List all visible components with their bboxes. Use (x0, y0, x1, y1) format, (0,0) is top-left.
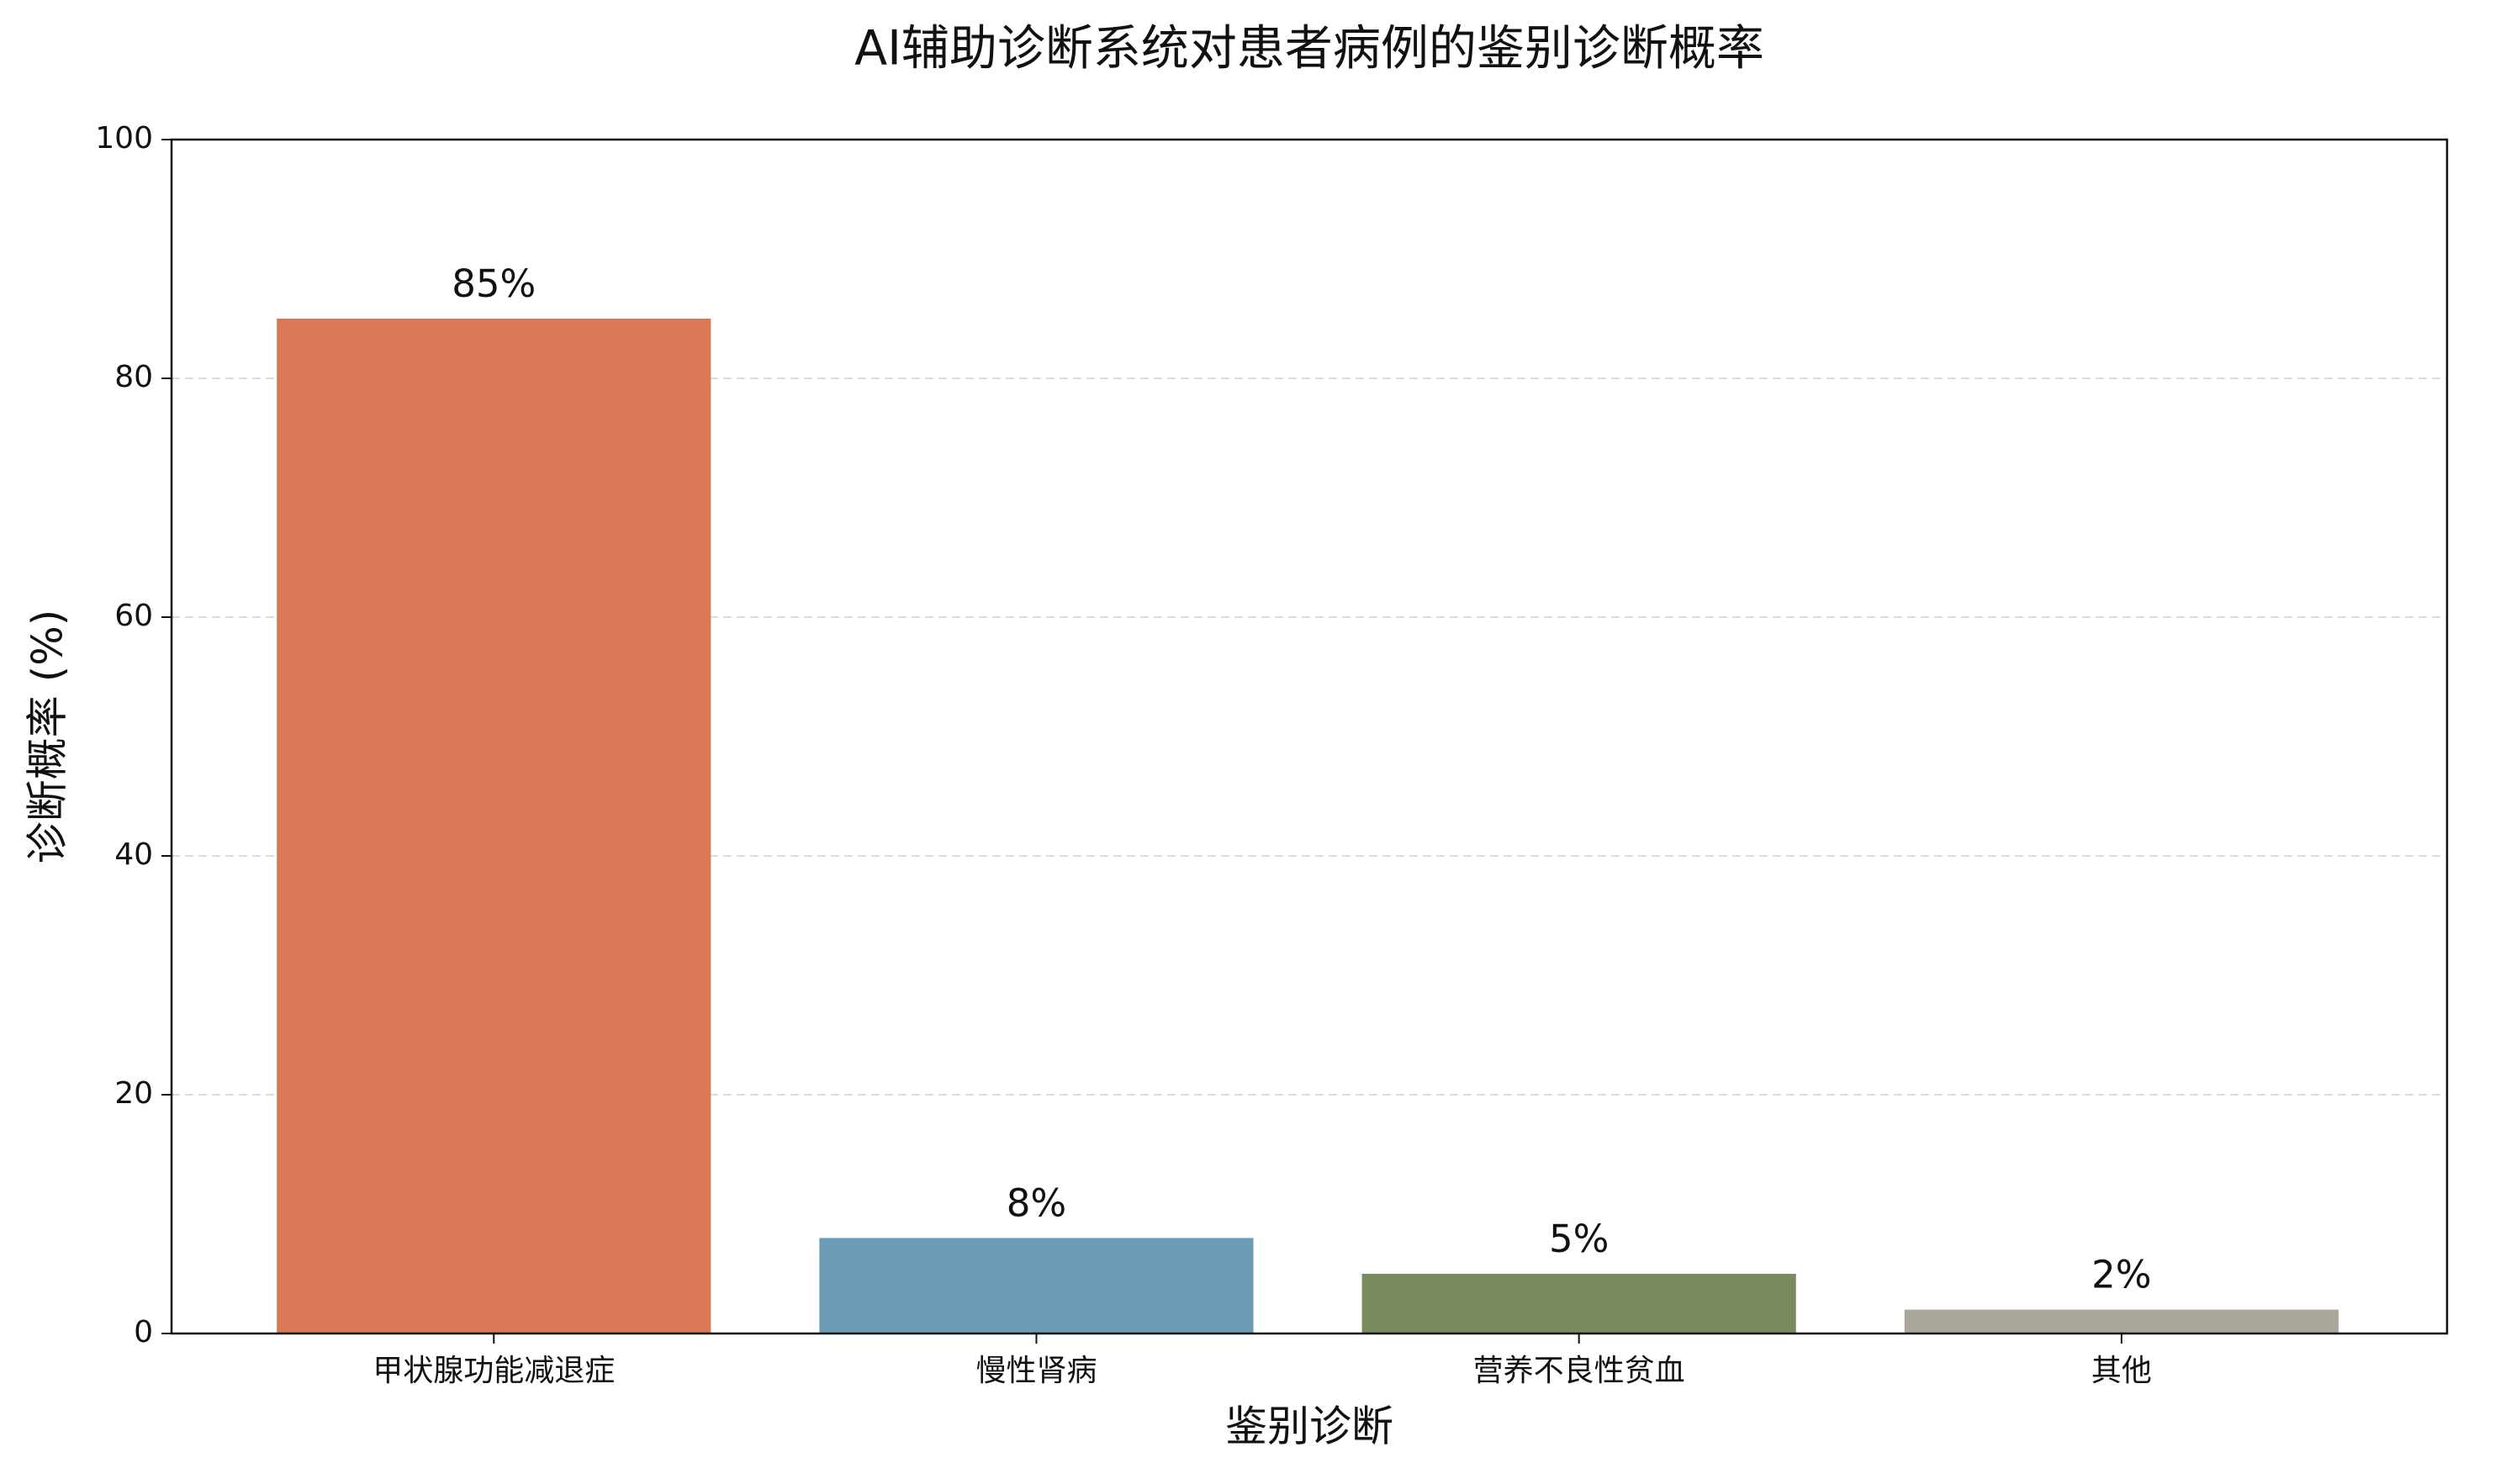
y-axis-label: 诊断概率 (%) (24, 610, 72, 863)
x-tick-label: 慢性肾病 (975, 1354, 1097, 1388)
bar (277, 319, 711, 1333)
y-tick-label: 20 (114, 1076, 153, 1111)
bar (1904, 1309, 2339, 1333)
y-tick-label: 0 (134, 1315, 153, 1349)
chart-title: AI辅助诊断系统对患者病例的鉴别诊断概率 (854, 21, 1764, 77)
x-axis-label: 鉴别诊断 (1225, 1402, 1393, 1451)
bar (819, 1238, 1254, 1333)
value-label: 85% (452, 261, 536, 306)
x-tick-label: 甲状腺功能减退症 (373, 1354, 615, 1388)
value-label: 5% (1549, 1217, 1609, 1261)
x-tick-label: 其他 (2091, 1354, 2152, 1388)
y-tick-label: 100 (95, 121, 153, 156)
value-label: 2% (2091, 1253, 2151, 1297)
plot-frame (170, 138, 2449, 1335)
y-tick-label: 40 (114, 837, 153, 872)
x-tick-label: 营养不良性贫血 (1473, 1354, 1685, 1388)
value-label: 8% (1007, 1180, 1066, 1225)
y-tick-label: 60 (114, 599, 153, 633)
y-tick-label: 80 (114, 360, 153, 394)
bar (1361, 1274, 1796, 1333)
